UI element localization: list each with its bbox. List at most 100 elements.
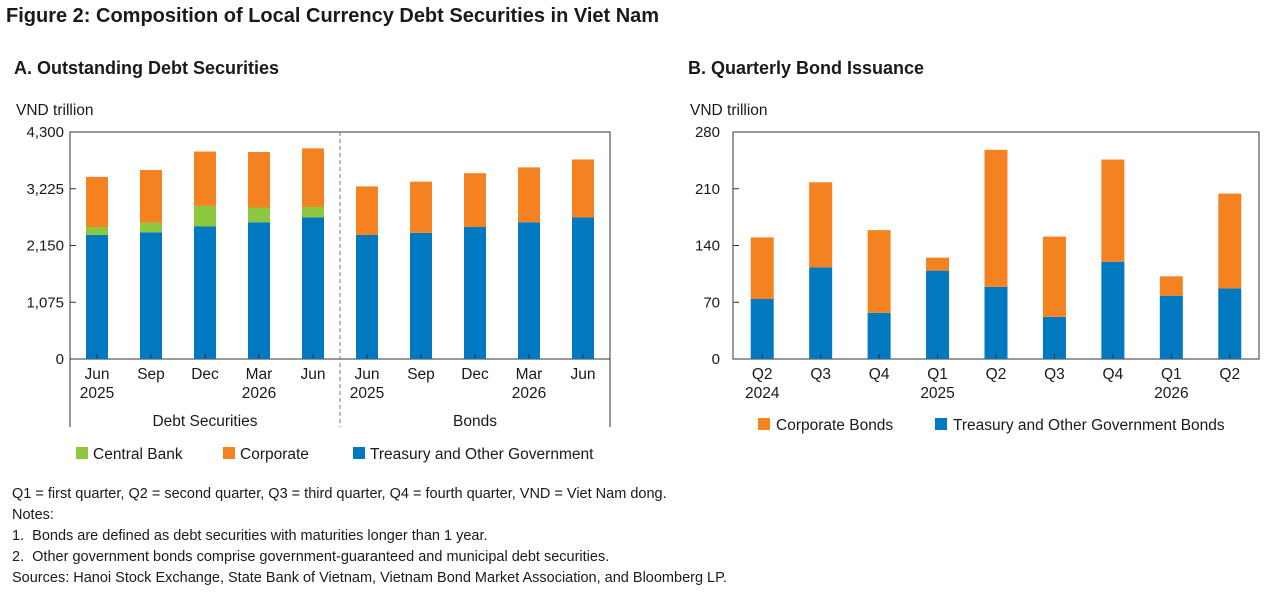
chart-a-xtick-label: Dec: [461, 366, 489, 383]
chart-a-xtick-label: Jun: [301, 366, 326, 383]
chart-a-bar-treasury-and-other-government: [302, 217, 324, 359]
chart-b-legend-label: Treasury and Other Government Bonds: [953, 417, 1225, 434]
chart-b-bar-treasury-and-other-government-bonds: [984, 286, 1008, 359]
chart-b-bar-corporate-bonds: [809, 182, 833, 268]
chart-b-xtick-label: Q4: [1103, 366, 1124, 383]
chart-a-bar-corporate: [572, 159, 594, 218]
chart-b-bar-treasury-and-other-government-bonds: [750, 299, 774, 359]
chart-b-ytick-label: 0: [712, 351, 720, 368]
chart-b-bar-corporate-bonds: [1159, 276, 1183, 296]
chart-b-legend-label: Corporate Bonds: [776, 417, 893, 434]
chart-b-xtick-label: Q1: [927, 366, 948, 383]
chart-a-xtick-label: Mar: [516, 366, 543, 383]
figure-title: Figure 2: Composition of Local Currency …: [6, 5, 660, 27]
chart-a-bar-corporate: [302, 148, 324, 207]
chart-b-xtick-label: Q3: [810, 366, 831, 383]
chart-a-bar-treasury-and-other-government: [518, 222, 540, 359]
chart-a-xtick-label: Jun: [571, 366, 596, 383]
chart-a-bar-central-bank: [86, 227, 108, 235]
chart-a-xtick-label: Dec: [191, 366, 219, 383]
chart-a-bar-treasury-and-other-government: [410, 232, 432, 359]
chart-a-bar-treasury-and-other-government: [572, 217, 594, 359]
chart-a-bar-corporate: [518, 167, 540, 223]
chart-b-bar-treasury-and-other-government-bonds: [926, 270, 950, 359]
chart-a-ytick-label: 3,225: [26, 181, 64, 198]
chart-a-bar-central-bank: [248, 207, 270, 223]
chart-a-xtick-label: Jun: [85, 366, 110, 383]
chart-a-bar-treasury-and-other-government: [194, 226, 216, 359]
chart-a-bar-treasury-and-other-government: [248, 222, 270, 359]
chart-b-xtick-label: Q3: [1044, 366, 1065, 383]
chart-b-title: B. Quarterly Bond Issuance: [688, 58, 924, 78]
chart-a-bar-corporate: [356, 186, 378, 235]
chart-b-bar-treasury-and-other-government-bonds: [1042, 316, 1066, 359]
chart-b-bar-treasury-and-other-government-bonds: [867, 312, 891, 359]
chart-b-bar-corporate-bonds: [1042, 236, 1066, 317]
chart-a-ytick-label: 4,300: [26, 124, 64, 141]
chart-b-bar-treasury-and-other-government-bonds: [809, 267, 833, 359]
chart-b-ytick-label: 280: [695, 124, 720, 141]
note-1: 1. Bonds are defined as debt securities …: [12, 528, 488, 544]
chart-a-xtick-label: Jun: [355, 366, 380, 383]
chart-a-xtick-year: 2026: [242, 385, 276, 402]
chart-b-bar-corporate-bonds: [984, 149, 1008, 287]
chart-b-xtick-year: 2026: [1154, 385, 1188, 402]
chart-a-title: A. Outstanding Debt Securities: [14, 58, 279, 78]
chart-a-bar-central-bank: [302, 206, 324, 218]
chart-a-legend-label: Corporate: [240, 446, 309, 463]
chart-b-ytick-label: 70: [703, 294, 720, 311]
chart-a-legend-label: Central Bank: [93, 446, 183, 463]
chart-a-bar-treasury-and-other-government: [464, 227, 486, 359]
chart-a-bar-corporate: [464, 173, 486, 228]
chart-a-bar-corporate: [410, 181, 432, 233]
chart-a-xtick-year: 2026: [512, 385, 546, 402]
chart-a-bar-treasury-and-other-government: [140, 232, 162, 359]
chart-b-xtick-year: 2025: [920, 385, 954, 402]
chart-b-bar-treasury-and-other-government-bonds: [1101, 261, 1125, 359]
chart-a-ytick-label: 1,075: [26, 294, 64, 311]
chart-b-bar-corporate-bonds: [1218, 193, 1242, 289]
chart-b-legend-swatch: [758, 418, 770, 430]
chart-a-ytick-label: 0: [56, 351, 64, 368]
chart-a-bar-corporate: [140, 170, 162, 223]
abbreviations-note: Q1 = first quarter, Q2 = second quarter,…: [12, 486, 667, 502]
chart-b-xtick-label: Q2: [986, 366, 1007, 383]
chart-a-xtick-label: Sep: [137, 366, 165, 383]
chart-b-xtick-label: Q2: [1219, 366, 1240, 383]
chart-a-xtick-year: 2025: [80, 385, 114, 402]
chart-b-xtick-year: 2024: [745, 385, 780, 402]
chart-b-bar-treasury-and-other-government-bonds: [1159, 295, 1183, 359]
chart-a-xtick-year: 2025: [350, 385, 384, 402]
chart-a-group-label: Bonds: [453, 413, 497, 430]
chart-a-ylabel: VND trillion: [16, 102, 94, 119]
chart-b-xtick-label: Q1: [1161, 366, 1182, 383]
notes-label: Notes:: [12, 507, 54, 523]
chart-a-ytick-label: 2,150: [26, 238, 64, 255]
chart-b-legend-swatch: [935, 418, 947, 430]
chart-a-bar-central-bank: [140, 222, 162, 233]
chart-a-bar-treasury-and-other-government: [86, 234, 108, 359]
chart-a-legend-swatch: [76, 447, 88, 459]
chart-b-bar-corporate-bonds: [926, 257, 950, 271]
chart-a-bar-corporate: [86, 176, 108, 228]
sources-note: Sources: Hanoi Stock Exchange, State Ban…: [12, 570, 727, 586]
chart-b-bar-corporate-bonds: [867, 230, 891, 313]
chart-a-group-label: Debt Securities: [152, 413, 257, 430]
chart-a-legend-label: Treasury and Other Government: [370, 446, 594, 463]
chart-b-ytick-label: 210: [695, 181, 720, 198]
chart-b-xtick-label: Q2: [752, 366, 773, 383]
footer: Q1 = first quarter, Q2 = second quarter,…: [12, 484, 727, 589]
chart-b-ylabel: VND trillion: [690, 102, 768, 119]
chart-b-ytick-label: 140: [695, 238, 720, 255]
chart-b-xtick-label: Q4: [869, 366, 890, 383]
chart-b-bar-corporate-bonds: [750, 237, 774, 300]
chart-a-bar-central-bank: [194, 205, 216, 227]
chart-a-bar-treasury-and-other-government: [356, 234, 378, 359]
note-2: 2. Other government bonds comprise gover…: [12, 549, 610, 565]
chart-a-legend-swatch: [223, 447, 235, 459]
chart-a-legend-swatch: [353, 447, 365, 459]
chart-a-xtick-label: Mar: [246, 366, 273, 383]
chart-b-bar-corporate-bonds: [1101, 159, 1125, 262]
chart-b-bar-treasury-and-other-government-bonds: [1218, 288, 1242, 359]
